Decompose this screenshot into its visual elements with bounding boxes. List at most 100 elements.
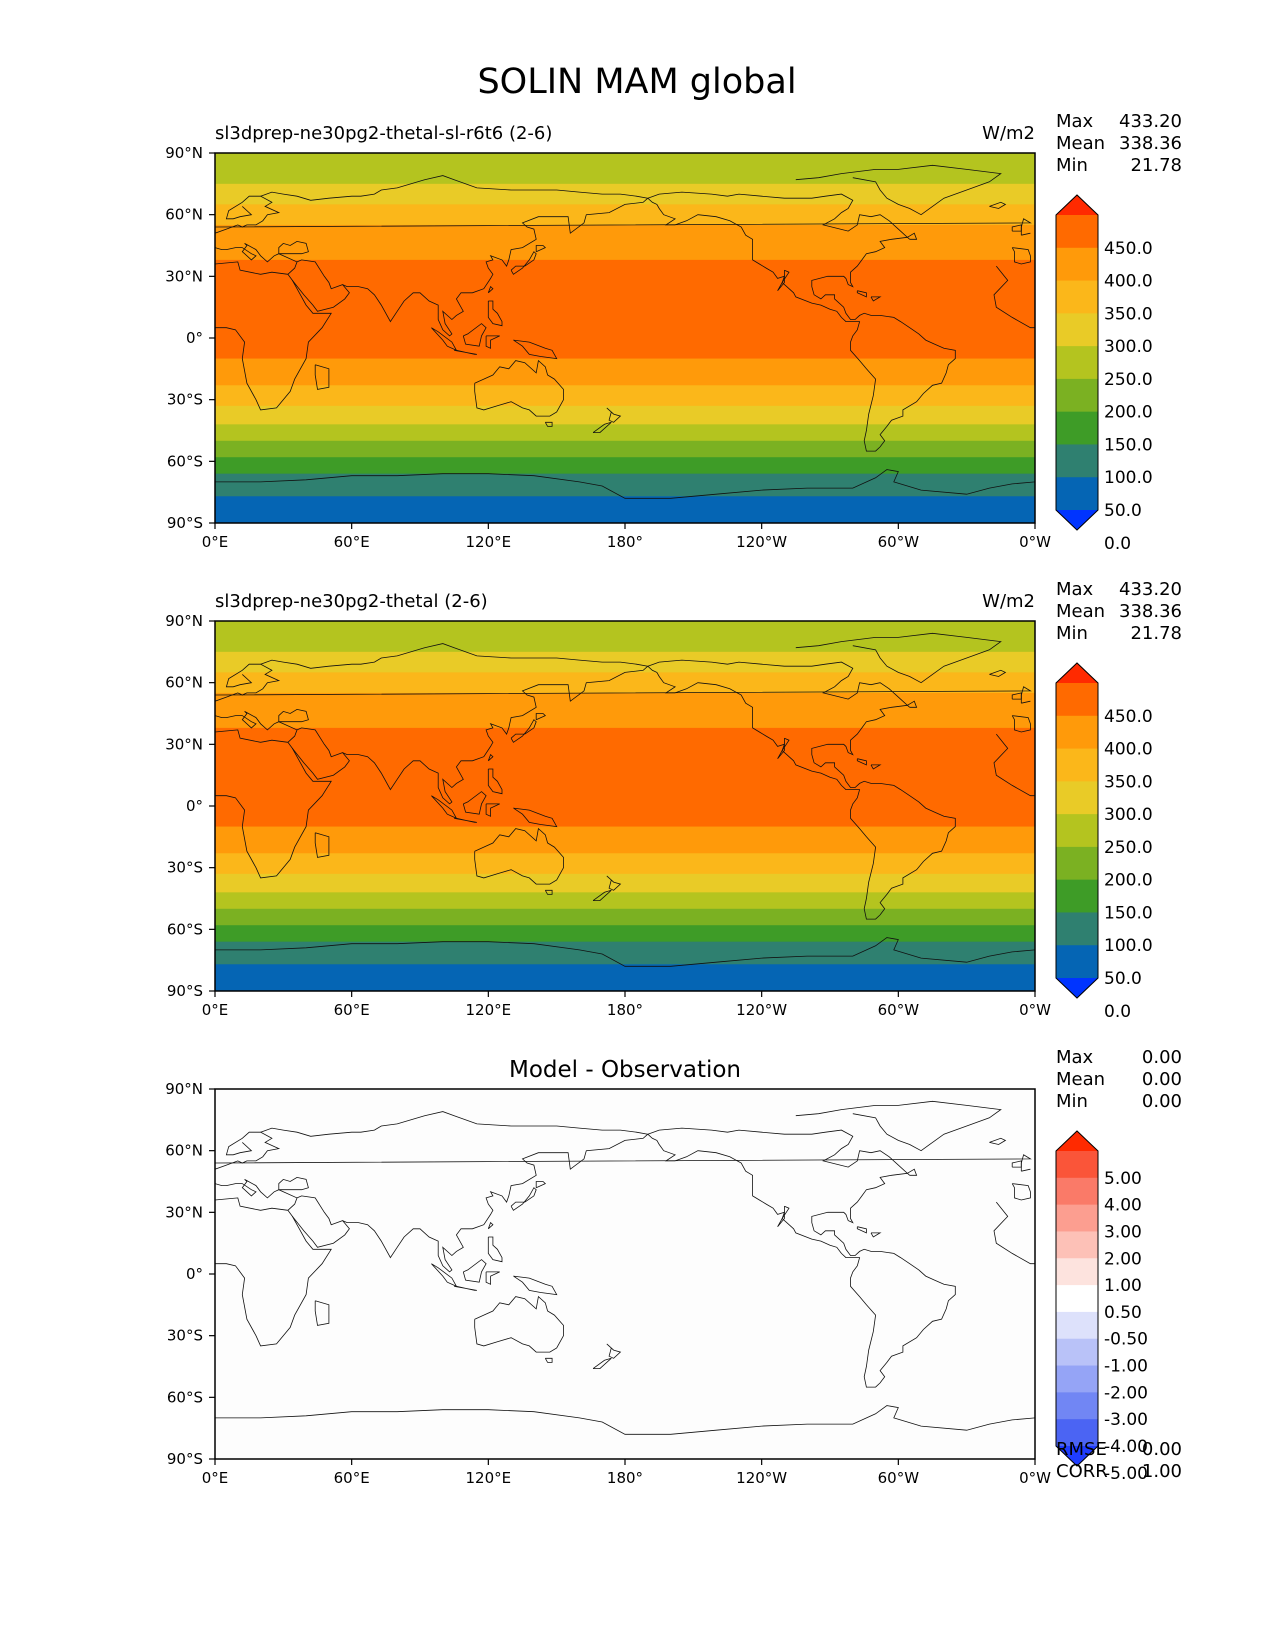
y-tick-label: 0° [186, 329, 203, 347]
stat-mean-label: Mean [1056, 133, 1105, 154]
coastline [906, 232, 918, 240]
field-band [215, 853, 1035, 875]
coastline [777, 737, 790, 759]
coastline [292, 1195, 350, 1248]
field-band [215, 259, 1035, 360]
stat-max-value: 0.00 [1142, 1047, 1182, 1068]
coastline [487, 1236, 503, 1263]
coastline [474, 827, 564, 885]
coastline [462, 791, 487, 815]
stat-max-label: Max [1056, 1047, 1094, 1068]
coastline [544, 889, 553, 895]
coastline [485, 335, 500, 349]
coastline [906, 700, 918, 708]
colorbar-tick-label: 350.0 [1104, 304, 1153, 324]
colorbar-swatch [1056, 313, 1098, 347]
x-tick-label: 0°E [202, 1001, 229, 1019]
coastline [856, 1226, 867, 1234]
coastline [260, 1111, 649, 1273]
colorbar-tick-label: 150.0 [1104, 435, 1153, 455]
extra-stats-block: RMSE 0.00 CORR 1.00 [1056, 1439, 1182, 1482]
coastline [487, 753, 494, 762]
coastline [454, 817, 477, 823]
map-panel-1: 0°E 60°E 120°E 180° 120°W 60°W 0°W 90°N 60°N 30°… [165, 111, 1182, 554]
colorbar-extend-top [1056, 663, 1098, 683]
colorbar-outline [1055, 1130, 1099, 1467]
coastline [278, 240, 309, 255]
colorbar-tick-label: 50.0 [1104, 501, 1142, 521]
y-tick-label: 60°S [167, 920, 203, 938]
x-tick-label: 180° [607, 1001, 643, 1019]
colorbar-tick-label: -4.00 [1104, 1437, 1148, 1457]
stat-mean-label: Mean [1056, 1069, 1105, 1090]
coastline [606, 875, 622, 891]
colorbar-swatch [1056, 846, 1098, 881]
stats-block: Max 433.20 Mean 338.36 Min 21.78 [1056, 111, 1182, 176]
x-tick-label: 60°E [334, 1469, 370, 1487]
x-axis-ticks: 0°E 60°E 120°E 180° 120°W 60°W 0°W [202, 523, 1051, 551]
colorbar-tick-label: 0.50 [1104, 1303, 1142, 1323]
coastline [454, 1285, 477, 1291]
coastline [544, 1357, 553, 1363]
colorbar-tick-label: 250.0 [1104, 838, 1153, 858]
field-band [215, 385, 1035, 407]
coastline [795, 632, 1002, 684]
colorbar-swatch [1056, 1392, 1098, 1420]
map-panel-3: 0°E 60°E 120°E 180° 120°W 60°W 0°W 90°N 60°N 30°… [165, 1047, 1182, 1487]
units-label: W/m2 [982, 123, 1035, 144]
coastline [989, 669, 1007, 677]
stat-mean-value: 0.00 [1142, 1069, 1182, 1090]
colorbar-swatch [1056, 247, 1098, 282]
coastlines [215, 1100, 1035, 1435]
field-band [215, 621, 1035, 653]
x-tick-label: 180° [607, 1469, 643, 1487]
coastline [215, 195, 281, 248]
colorbar-swatch [1056, 280, 1098, 314]
colorbar-tick-label: 200.0 [1104, 871, 1153, 891]
colorbar-swatch [1056, 748, 1098, 782]
stat-corr-label: CORR [1056, 1461, 1108, 1482]
stat-rmse-value: 0.00 [1142, 1439, 1182, 1460]
y-axis-ticks: 90°N 60°N 30°N 0° 30°S 60°S 90°S [165, 612, 215, 1000]
colorbar-tick-label: 450.0 [1104, 707, 1153, 727]
field-band [215, 727, 1035, 828]
y-tick-label: 30°N [165, 1203, 203, 1221]
coastline [1011, 247, 1031, 265]
coastline [215, 469, 1035, 499]
coastline [487, 285, 494, 294]
field-band [215, 892, 1035, 910]
coastline [292, 727, 350, 780]
coastline [215, 243, 298, 275]
x-tick-label: 0°E [202, 1469, 229, 1487]
colorbar-swatch [1056, 1338, 1098, 1367]
field-band [215, 672, 1035, 694]
colorbar-tick-label: -5.00 [1104, 1464, 1148, 1484]
stat-min-label: Min [1056, 1091, 1088, 1112]
stat-rmse-label: RMSE [1056, 1439, 1107, 1460]
field-band [215, 224, 1035, 261]
coastline [906, 1168, 918, 1176]
field-band [215, 405, 1035, 425]
y-tick-label: 30°S [167, 1327, 203, 1345]
field-band [215, 473, 1035, 497]
field-band [215, 204, 1035, 226]
colorbar-tick-label: -0.50 [1104, 1330, 1148, 1350]
stat-min-label: Min [1056, 155, 1088, 176]
coastline [487, 1221, 494, 1230]
y-tick-label: 30°S [167, 391, 203, 409]
x-tick-label: 60°W [878, 533, 920, 551]
y-tick-label: 60°S [167, 452, 203, 470]
field-band [215, 873, 1035, 893]
colorbar-extend-bottom [1056, 510, 1098, 530]
x-axis-ticks: 0°E 60°E 120°E 180° 120°W 60°W 0°W [202, 991, 1051, 1019]
figure-title: SOLIN MAM global [477, 62, 796, 102]
colorbar-tick-label: -1.00 [1104, 1357, 1148, 1377]
y-tick-label: 90°N [165, 1080, 203, 1098]
panel-title: Model - Observation [509, 1057, 741, 1083]
y-tick-label: 90°N [165, 612, 203, 630]
field-band [215, 358, 1035, 386]
coastline [474, 1295, 564, 1353]
field-band [215, 1089, 1035, 1459]
colorbar-tick-label: 250.0 [1104, 370, 1153, 390]
y-tick-label: 90°S [167, 514, 203, 532]
